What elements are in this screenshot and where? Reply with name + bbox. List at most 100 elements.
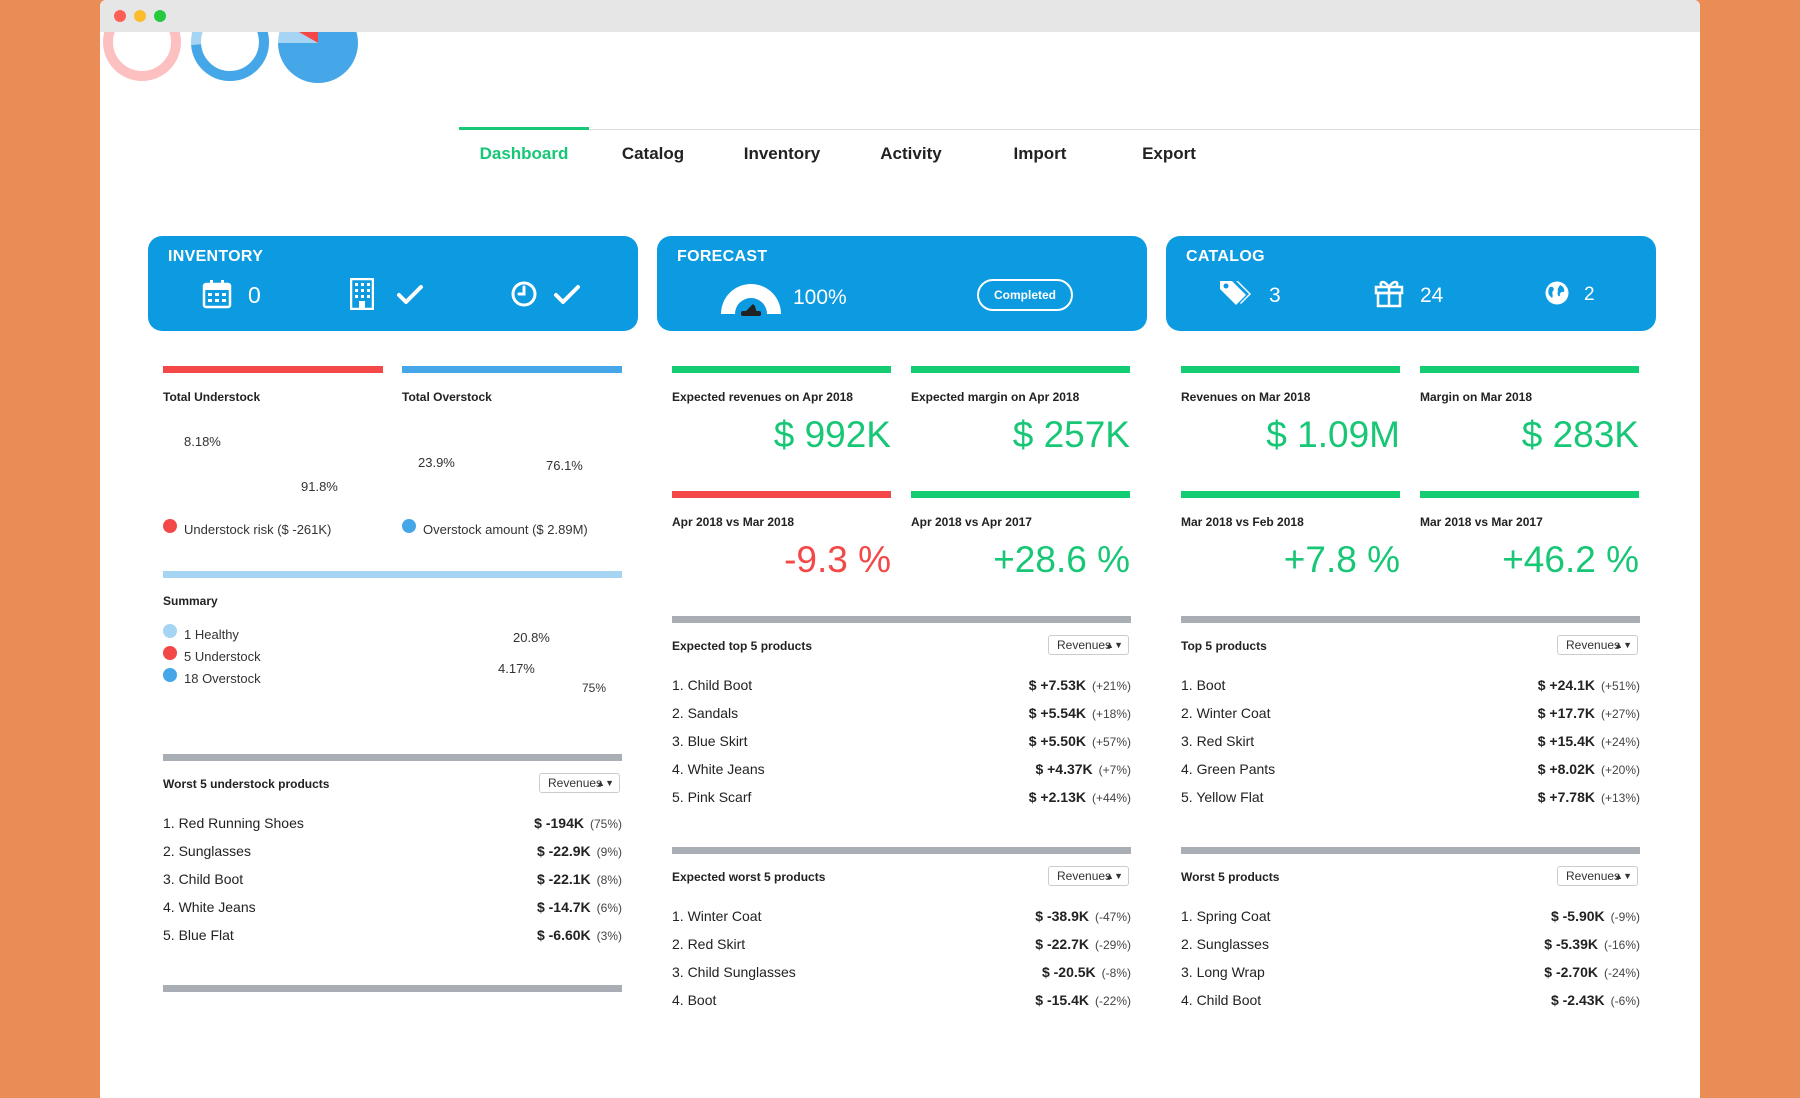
understock-title: Total Understock	[163, 390, 261, 404]
value-percent: (+13%)	[1600, 791, 1640, 805]
value-amount: $ +17.7K	[1537, 705, 1595, 721]
product-value: $ -22.1K (8%)	[537, 871, 622, 887]
overstock-title: Total Overstock	[402, 390, 492, 404]
expected-top-select[interactable]: Revenues ▲▼	[1048, 635, 1129, 655]
maximize-window-button[interactable]	[154, 10, 166, 22]
expected-margin-value: $ 257K	[1012, 414, 1130, 455]
tab-export[interactable]: Export	[1142, 144, 1196, 163]
clock-icon	[511, 281, 537, 307]
product-name: 4. Green Pants	[1181, 761, 1276, 777]
product-name: 3. Child Sunglasses	[672, 964, 796, 980]
worst-understock-title: Worst 5 understock products	[163, 777, 330, 791]
product-name: 5. Blue Flat	[163, 927, 234, 943]
product-value: $ -6.60K (3%)	[537, 927, 622, 943]
mom-value: -9.3 %	[784, 539, 891, 580]
kpi-bar	[1181, 491, 1400, 498]
expected-top-title: Expected top 5 products	[672, 639, 813, 653]
value-percent: (3%)	[596, 929, 622, 943]
value-amount: $ +15.4K	[1537, 733, 1595, 749]
value-percent: (-47%)	[1094, 910, 1131, 924]
product-name: 2. Winter Coat	[1181, 705, 1271, 721]
value-amount: $ -15.4K	[1035, 992, 1089, 1008]
product-value: $ -15.4K (-22%)	[1035, 992, 1131, 1008]
value-percent: (-9%)	[1610, 910, 1640, 924]
tab-inventory[interactable]: Inventory	[743, 144, 821, 163]
product-name: 5. Yellow Flat	[1181, 789, 1264, 805]
value-percent: (+21%)	[1091, 679, 1131, 693]
product-name: 4. White Jeans	[672, 761, 765, 777]
expected-worst-select[interactable]: Revenues ▲▼	[1048, 866, 1129, 886]
value-percent: (9%)	[596, 845, 622, 859]
overstock-legend-dot	[402, 519, 416, 533]
product-name: 1. Child Boot	[672, 677, 753, 693]
margin-label: Margin on Mar 2018	[1420, 390, 1533, 404]
product-name: 1. Boot	[1181, 677, 1226, 693]
product-value: $ -14.7K (6%)	[537, 899, 622, 915]
list-item: 5. Yellow Flat $ +7.78K (+13%)	[1181, 789, 1640, 811]
value-percent: (+44%)	[1091, 791, 1131, 805]
kpi-bar	[672, 491, 891, 498]
expected-revenues-value: $ 992K	[773, 414, 891, 455]
catalog-card[interactable]: CATALOG 3 24 2	[1166, 236, 1656, 331]
product-name: 4. White Jeans	[163, 899, 256, 915]
worst-products-select[interactable]: Revenues ▲▼	[1557, 866, 1638, 886]
card-title: INVENTORY	[168, 248, 264, 265]
inventory-footer-bar	[163, 985, 622, 992]
product-name: 2. Red Skirt	[672, 936, 746, 952]
understock-large-pct: 91.8%	[301, 479, 338, 494]
overstock-small-pct: 23.9%	[418, 455, 455, 470]
value-percent: (+57%)	[1091, 735, 1131, 749]
value-amount: $ +5.54K	[1028, 705, 1086, 721]
value-amount: $ -22.9K	[536, 843, 591, 859]
active-tab-indicator	[459, 127, 589, 130]
value-amount: $ -2.70K	[1544, 964, 1598, 980]
list-item: 1. Boot $ +24.1K (+51%)	[1181, 677, 1640, 699]
list-item: 5. Pink Scarf $ +2.13K (+44%)	[672, 789, 1131, 811]
product-value: $ +5.50K (+57%)	[1029, 733, 1131, 749]
list-item: 2. Red Skirt $ -22.7K (-29%)	[672, 936, 1131, 958]
worst-understock-bar	[163, 754, 622, 761]
close-window-button[interactable]	[114, 10, 126, 22]
value-amount: $ +2.13K	[1028, 789, 1086, 805]
tab-catalog[interactable]: Catalog	[621, 144, 685, 163]
tags-count: 3	[1269, 284, 1281, 307]
tab-import[interactable]: Import	[1013, 144, 1067, 163]
yoy-label: Mar 2018 vs Mar 2017	[1420, 515, 1543, 529]
product-value: $ -194K (75%)	[534, 815, 622, 831]
revenues-value: $ 1.09M	[1266, 414, 1400, 455]
list-item: 3. Red Skirt $ +15.4K (+24%)	[1181, 733, 1640, 755]
inventory-card[interactable]: INVENTORY 0	[148, 236, 638, 331]
kpi-bar	[911, 491, 1130, 498]
tab-activity[interactable]: Activity	[880, 144, 942, 163]
product-value: $ -22.7K (-29%)	[1035, 936, 1131, 952]
list-item: 4. Green Pants $ +8.02K (+20%)	[1181, 761, 1640, 783]
value-percent: (+7%)	[1098, 763, 1131, 777]
value-percent: (+27%)	[1600, 707, 1640, 721]
tab-dashboard[interactable]: Dashboard	[479, 144, 569, 163]
forecast-card[interactable]: FORECAST 100% Completed	[657, 236, 1147, 331]
value-percent: (+20%)	[1600, 763, 1640, 777]
check-icon	[397, 285, 423, 304]
kpi-bar	[911, 366, 1130, 373]
product-value: $ -22.9K (9%)	[537, 843, 622, 859]
value-amount: $ -22.7K	[1035, 936, 1089, 952]
expected-margin-label: Expected margin on Apr 2018	[911, 390, 1080, 404]
mom-label: Apr 2018 vs Mar 2018	[672, 515, 795, 529]
kpi-bar	[1420, 491, 1639, 498]
browser-window: Dashboard Catalog Inventory Activity Imp…	[100, 0, 1700, 1098]
value-amount: $ +5.50K	[1028, 733, 1086, 749]
product-name: 2. Sunglasses	[1181, 936, 1269, 952]
product-value: $ -2.70K (-24%)	[1544, 964, 1640, 980]
list-item: 1. Spring Coat $ -5.90K (-9%)	[1181, 908, 1640, 930]
worst-understock-select[interactable]: Revenues ▲▼	[539, 773, 620, 793]
summary-title: Summary	[163, 594, 218, 608]
value-amount: $ -6.60K	[536, 927, 591, 943]
top-products-select[interactable]: Revenues ▲▼	[1557, 635, 1638, 655]
minimize-window-button[interactable]	[134, 10, 146, 22]
list-item: 1. Winter Coat $ -38.9K (-47%)	[672, 908, 1131, 930]
section-bar	[672, 847, 1131, 854]
product-value: $ -38.9K (-47%)	[1035, 908, 1131, 924]
overstock-dot	[163, 668, 177, 682]
section-bar	[1181, 616, 1640, 623]
product-name: 3. Blue Skirt	[672, 733, 748, 749]
